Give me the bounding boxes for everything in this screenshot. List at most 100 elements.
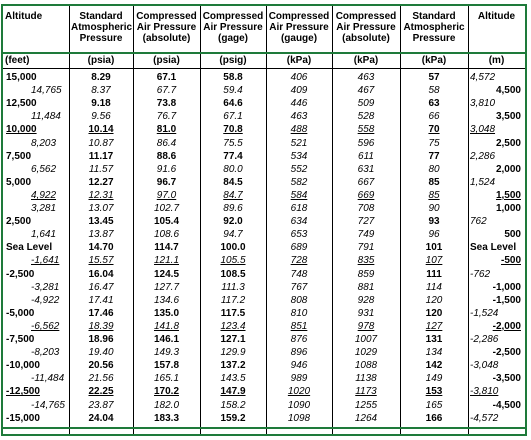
- table-cell: 166: [425, 412, 443, 424]
- table-cell: 165: [425, 399, 443, 411]
- table-cell: Sea Level: [6, 242, 53, 254]
- column-header: Compressed Air Pressure (gage): [202, 11, 264, 44]
- table-cell: -8,203: [31, 347, 60, 359]
- table-cell: 3,810: [470, 98, 496, 110]
- table-cell: -1,000: [492, 281, 521, 293]
- table-cell: 611: [358, 150, 374, 162]
- column-divider: [266, 6, 267, 434]
- table-cell: 931: [357, 307, 375, 319]
- table-cell: 4,922: [31, 189, 57, 201]
- table-cell: 946: [290, 360, 308, 372]
- table-cell: 117.5: [220, 307, 246, 319]
- table-cell: 8,203: [31, 137, 57, 149]
- table-cell: 59.4: [223, 85, 243, 97]
- table-cell: -10,000: [6, 360, 40, 372]
- table-cell: 5,000: [6, 176, 32, 188]
- table-cell: 70.8: [223, 124, 243, 136]
- table-cell: 93: [428, 216, 440, 228]
- table-cell: 4,572: [470, 72, 496, 83]
- table-cell: 129.9: [220, 347, 246, 359]
- table-cell: 85: [428, 176, 440, 188]
- column-divider: [400, 6, 401, 434]
- table-cell: 170.2: [153, 386, 180, 398]
- table-cell: 108.5: [220, 268, 246, 280]
- table-cell: 1,500: [495, 189, 521, 201]
- table-cell: 488: [290, 124, 308, 136]
- table-cell: 101: [425, 242, 443, 254]
- table-cell: 77.4: [223, 150, 243, 162]
- table-cell: 124.5: [153, 268, 180, 280]
- table-cell: 669: [357, 189, 375, 201]
- bottom-rule: [3, 426, 525, 429]
- table-cell: 149: [425, 373, 443, 385]
- table-cell: 528: [357, 111, 375, 123]
- table-cell: 653: [290, 229, 308, 241]
- table-cell: 1,524: [470, 176, 496, 188]
- table-cell: 142: [425, 360, 443, 372]
- table-cell: 114: [426, 281, 442, 293]
- table-cell: -2,286: [470, 334, 499, 345]
- table-cell: 749: [357, 229, 375, 241]
- header-rule: [3, 52, 525, 54]
- table-cell: 84.7: [223, 189, 243, 201]
- table-cell: 64.6: [223, 98, 243, 110]
- table-cell: 17.41: [88, 294, 114, 306]
- table-cell: 463: [290, 111, 308, 123]
- table-cell: 409: [290, 85, 308, 97]
- table-cell: 57: [428, 72, 440, 83]
- table-cell: 141.8: [153, 320, 180, 332]
- table-cell: 147.9: [220, 386, 246, 398]
- table-cell: 123.4: [220, 320, 246, 332]
- table-cell: 4,500: [495, 85, 521, 97]
- table-cell: 582: [290, 176, 308, 188]
- table-cell: 9.56: [91, 111, 111, 123]
- table-cell: 876: [290, 334, 308, 345]
- table-cell: 667: [357, 176, 375, 188]
- table-cell: 67.1: [156, 72, 177, 83]
- table-cell: 1255: [354, 399, 378, 411]
- table-cell: 631: [357, 163, 375, 175]
- table-cell: 810: [290, 307, 308, 319]
- table-cell: 463: [357, 72, 375, 83]
- table-cell: Sea Level: [470, 242, 517, 254]
- column-unit: (kPa): [286, 55, 312, 66]
- table-cell: -1,641: [31, 255, 60, 267]
- table-cell: 63: [428, 98, 440, 110]
- table-cell: 8.29: [91, 72, 111, 83]
- units-rule: [3, 68, 525, 69]
- table-cell: 618: [290, 203, 308, 214]
- table-cell: 137.2: [220, 360, 246, 372]
- table-cell: -11,484: [31, 373, 65, 385]
- table-cell: 808: [290, 294, 308, 306]
- table-cell: 1007: [354, 334, 378, 345]
- table-cell: 12.31: [88, 189, 114, 201]
- table-cell: 2,286: [470, 150, 496, 162]
- table-cell: 10.87: [88, 137, 114, 149]
- column-divider: [133, 6, 134, 434]
- table-cell: 1,000: [495, 203, 521, 214]
- table-cell: 108.6: [153, 229, 180, 241]
- table-cell: -2,000: [492, 320, 521, 332]
- table-cell: 117.2: [220, 294, 246, 306]
- table-cell: -2,500: [492, 347, 521, 359]
- table-cell: 13.07: [88, 203, 114, 214]
- table-cell: 1,641: [31, 229, 57, 241]
- table-cell: -2,500: [6, 268, 35, 280]
- table-cell: 3,281: [31, 203, 57, 214]
- column-unit: (kPa): [421, 55, 447, 66]
- pressure-table: Altitude Standard Atmospheric Pressure Com…: [1, 4, 527, 436]
- table-cell: 6,562: [31, 163, 57, 175]
- column-header: Compressed Air Pressure (gauge): [268, 11, 330, 44]
- table-cell: -1,524: [470, 307, 499, 319]
- table-cell: 500: [504, 229, 521, 241]
- table-cell: 146.1: [153, 334, 180, 345]
- table-cell: 552: [290, 163, 308, 175]
- table-cell: 105.5: [220, 255, 246, 267]
- table-cell: 896: [290, 347, 308, 359]
- table-cell: 727: [357, 216, 375, 228]
- column-unit: (m): [488, 55, 505, 66]
- column-divider: [69, 6, 70, 434]
- table-cell: 728: [290, 255, 308, 267]
- table-cell: 406: [290, 72, 308, 83]
- table-cell: 3,048: [470, 124, 496, 136]
